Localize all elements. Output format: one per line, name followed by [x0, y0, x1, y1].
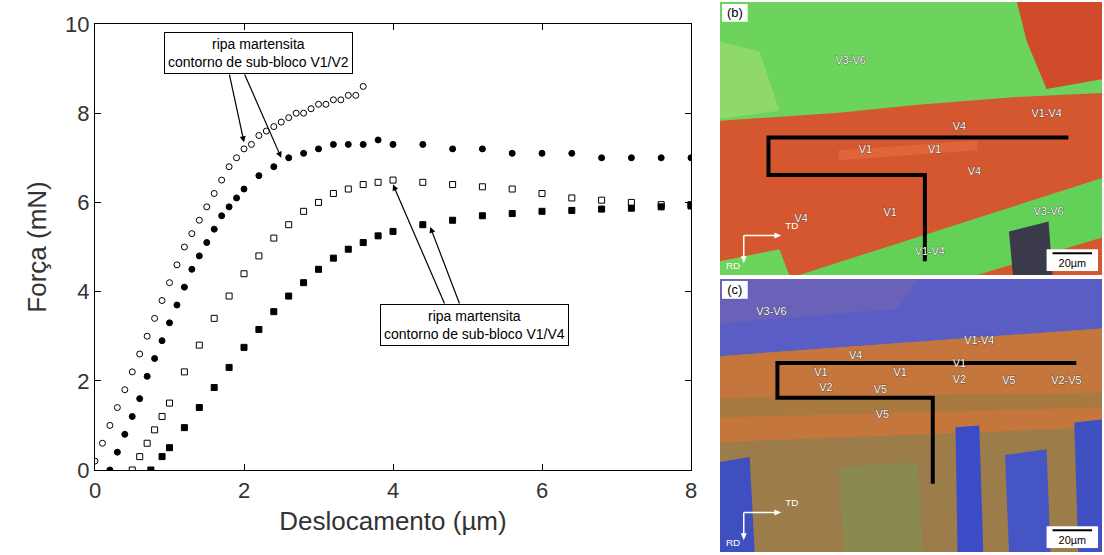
- svg-text:V3-V6: V3-V6: [836, 54, 866, 66]
- svg-text:Força (mN): Força (mN): [22, 181, 52, 312]
- svg-text:V4: V4: [794, 212, 808, 225]
- svg-text:V2-V5: V2-V5: [1051, 374, 1081, 386]
- svg-text:2: 2: [238, 478, 250, 503]
- svg-text:V2: V2: [819, 381, 832, 393]
- svg-text:V3-V6: V3-V6: [756, 305, 786, 317]
- svg-text:V5: V5: [876, 408, 889, 420]
- svg-text:0: 0: [89, 478, 101, 503]
- svg-text:0: 0: [77, 458, 89, 483]
- svg-text:V1-V4: V1-V4: [915, 245, 945, 257]
- svg-text:6: 6: [77, 190, 89, 215]
- svg-text:V1: V1: [953, 357, 966, 369]
- svg-text:(b): (b): [727, 5, 743, 20]
- svg-text:(c): (c): [727, 282, 742, 297]
- svg-text:V5: V5: [874, 383, 887, 395]
- svg-text:6: 6: [536, 478, 548, 503]
- svg-text:V1: V1: [814, 366, 827, 378]
- svg-text:V1-V4: V1-V4: [964, 334, 994, 346]
- svg-text:V1: V1: [893, 366, 906, 378]
- svg-text:2: 2: [77, 369, 89, 394]
- svg-text:TD: TD: [785, 221, 798, 232]
- svg-text:20µm: 20µm: [1059, 534, 1086, 546]
- svg-text:V3-V6: V3-V6: [1033, 205, 1063, 217]
- svg-text:4: 4: [387, 478, 399, 503]
- svg-text:V1: V1: [859, 143, 872, 155]
- svg-text:V4: V4: [849, 349, 862, 361]
- svg-text:8: 8: [77, 101, 89, 126]
- svg-text:V2: V2: [953, 373, 966, 385]
- svg-text:V1: V1: [884, 206, 897, 218]
- svg-text:Deslocamento (µm): Deslocamento (µm): [279, 506, 506, 536]
- svg-text:ripa martensitacontorno de sub: ripa martensitacontorno de sub-bloco V1/…: [168, 36, 349, 70]
- svg-text:8: 8: [685, 478, 697, 503]
- svg-text:V1: V1: [928, 143, 941, 155]
- svg-text:V4: V4: [953, 120, 966, 132]
- svg-text:V4: V4: [968, 165, 981, 177]
- svg-text:10: 10: [65, 12, 89, 37]
- svg-text:RD: RD: [726, 260, 740, 271]
- svg-text:4: 4: [77, 279, 89, 304]
- svg-text:20µm: 20µm: [1059, 257, 1086, 269]
- svg-text:ripa martensitacontorno de sub: ripa martensitacontorno de sub-bloco V1/…: [384, 308, 565, 342]
- svg-text:RD: RD: [726, 537, 740, 548]
- svg-text:V1-V4: V1-V4: [1031, 107, 1061, 119]
- svg-text:V5: V5: [1002, 374, 1015, 386]
- svg-text:TD: TD: [785, 498, 798, 509]
